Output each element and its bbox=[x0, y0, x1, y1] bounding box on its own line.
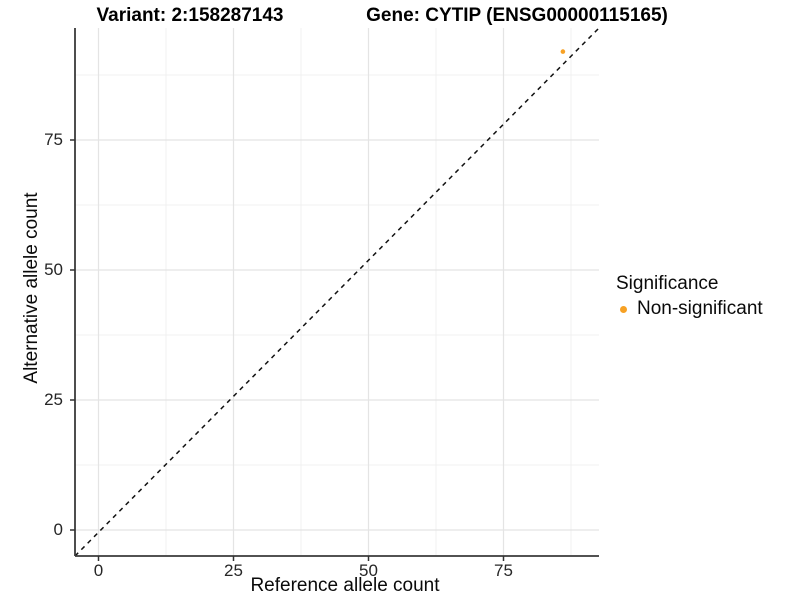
y-axis-title: Alternative allele count bbox=[21, 192, 42, 384]
x-tick-label: 50 bbox=[359, 561, 378, 580]
x-axis-title: Reference allele count bbox=[250, 575, 440, 596]
variant-title: Variant: 2:158287143 bbox=[96, 5, 284, 26]
y-tick-label: 25 bbox=[44, 390, 63, 409]
y-tick-label: 0 bbox=[54, 520, 63, 539]
x-tick-label: 75 bbox=[494, 561, 513, 580]
legend-entry-label: Non-significant bbox=[637, 298, 763, 319]
x-tick-label: 25 bbox=[224, 561, 243, 580]
legend: Significance Non-significant bbox=[616, 273, 763, 320]
identity-line bbox=[74, 27, 600, 557]
x-tick-label: 0 bbox=[94, 561, 103, 580]
gene-title: Gene: CYTIP (ENSG00000115165) bbox=[366, 5, 668, 26]
legend-title: Significance bbox=[616, 273, 719, 294]
data-point bbox=[560, 49, 566, 54]
circle-icon bbox=[620, 305, 627, 313]
y-tick-label: 50 bbox=[44, 260, 63, 279]
y-tick-label: 75 bbox=[44, 130, 63, 149]
legend-entry: Non-significant bbox=[620, 298, 763, 320]
